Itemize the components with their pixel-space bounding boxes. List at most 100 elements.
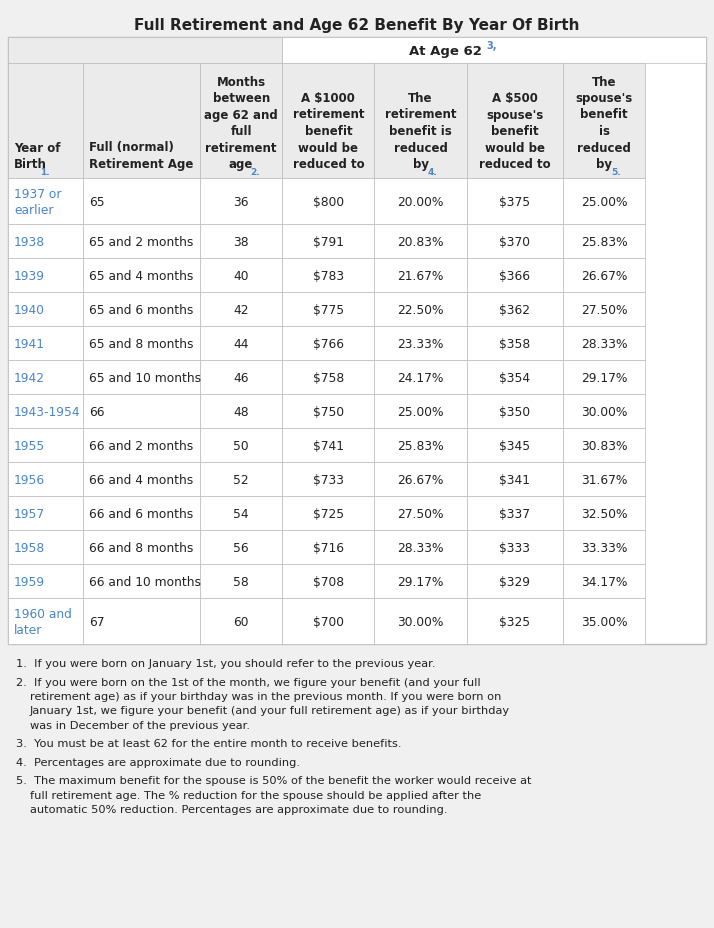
Bar	[83, 361, 200, 394]
Bar	[466, 179, 563, 225]
Text: 4.  Percentages are approximate due to rounding.: 4. Percentages are approximate due to ro…	[16, 757, 300, 767]
Text: 1942: 1942	[14, 371, 45, 384]
Bar	[200, 429, 282, 462]
Bar	[374, 599, 466, 644]
Bar	[200, 327, 282, 361]
Bar	[563, 327, 645, 361]
Bar	[374, 394, 466, 429]
Text: 1937 or
earlier: 1937 or earlier	[14, 187, 61, 216]
Text: $345: $345	[499, 439, 531, 452]
Text: 1955: 1955	[14, 439, 45, 452]
Bar	[374, 564, 466, 599]
Text: 66 and 4 months: 66 and 4 months	[89, 473, 193, 486]
Bar	[466, 225, 563, 259]
Text: $362: $362	[499, 303, 531, 316]
Bar	[466, 531, 563, 564]
Text: 1958: 1958	[14, 541, 45, 554]
Text: 26.67%: 26.67%	[397, 473, 443, 486]
Text: 65 and 10 months: 65 and 10 months	[89, 371, 201, 384]
Text: 1943-1954: 1943-1954	[14, 405, 81, 418]
Text: retirement age) as if your birthday was in the previous month. If you were born : retirement age) as if your birthday was …	[30, 691, 501, 702]
Text: 67: 67	[89, 615, 104, 628]
Text: $783: $783	[313, 269, 344, 282]
Bar	[8, 462, 83, 496]
Bar	[466, 462, 563, 496]
Text: A $1000
retirement
benefit
would be
reduced to: A $1000 retirement benefit would be redu…	[293, 92, 364, 171]
Text: 1938: 1938	[14, 235, 45, 248]
Text: $800: $800	[313, 195, 344, 208]
Bar	[8, 225, 83, 259]
Text: 1957: 1957	[14, 507, 45, 520]
Text: $333: $333	[499, 541, 531, 554]
Text: 65 and 4 months: 65 and 4 months	[89, 269, 193, 282]
Text: Full (normal)
Retirement Age: Full (normal) Retirement Age	[89, 141, 193, 171]
Bar	[200, 564, 282, 599]
Text: 5.: 5.	[611, 168, 620, 177]
Text: $708: $708	[313, 574, 344, 587]
Bar	[83, 292, 200, 327]
Text: 1939: 1939	[14, 269, 45, 282]
Text: $791: $791	[313, 235, 344, 248]
Bar	[83, 599, 200, 644]
Bar	[83, 496, 200, 531]
Text: At Age 62: At Age 62	[408, 45, 486, 58]
Text: 38: 38	[233, 235, 249, 248]
Text: Year of
Birth: Year of Birth	[14, 141, 61, 171]
Bar	[200, 292, 282, 327]
Bar	[466, 496, 563, 531]
Text: 27.50%: 27.50%	[397, 507, 444, 520]
Text: $366: $366	[499, 269, 531, 282]
Text: $341: $341	[499, 473, 531, 486]
Bar	[83, 259, 200, 292]
Bar	[466, 429, 563, 462]
Text: 52: 52	[233, 473, 249, 486]
Text: 28.33%: 28.33%	[581, 337, 628, 350]
Text: full retirement age. The % reduction for the spouse should be applied after the: full retirement age. The % reduction for…	[30, 790, 481, 800]
Bar	[282, 64, 374, 179]
Text: $350: $350	[499, 405, 531, 418]
Bar	[83, 429, 200, 462]
Text: $750: $750	[313, 405, 344, 418]
Bar	[374, 327, 466, 361]
Bar	[8, 292, 83, 327]
Bar	[8, 564, 83, 599]
Text: 1960 and
later: 1960 and later	[14, 607, 72, 636]
Text: $716: $716	[313, 541, 344, 554]
Text: 25.00%: 25.00%	[397, 405, 444, 418]
Bar	[83, 225, 200, 259]
Bar	[374, 531, 466, 564]
Text: 66 and 10 months: 66 and 10 months	[89, 574, 201, 587]
Bar	[200, 225, 282, 259]
Text: 29.17%: 29.17%	[581, 371, 628, 384]
Text: 65: 65	[89, 195, 104, 208]
Text: 30.83%: 30.83%	[581, 439, 628, 452]
Bar	[83, 179, 200, 225]
Bar	[83, 327, 200, 361]
Text: 31.67%: 31.67%	[581, 473, 628, 486]
Text: The
retirement
benefit is
reduced
by: The retirement benefit is reduced by	[385, 92, 456, 171]
Text: 44: 44	[233, 337, 249, 350]
Text: $337: $337	[499, 507, 531, 520]
Bar	[374, 361, 466, 394]
Bar	[200, 64, 282, 179]
Bar	[282, 292, 374, 327]
Text: January 1st, we figure your benefit (and your full retirement age) as if your bi: January 1st, we figure your benefit (and…	[30, 705, 510, 715]
Bar	[282, 259, 374, 292]
Text: The
spouse's
benefit
is
reduced
by: The spouse's benefit is reduced by	[575, 75, 633, 171]
Bar	[200, 599, 282, 644]
Text: 1.  If you were born on January 1st, you should refer to the previous year.: 1. If you were born on January 1st, you …	[16, 658, 436, 668]
Bar	[8, 64, 83, 179]
Bar	[282, 564, 374, 599]
Bar	[282, 327, 374, 361]
Text: 3,: 3,	[486, 41, 497, 51]
Text: $354: $354	[499, 371, 531, 384]
Bar	[466, 361, 563, 394]
Text: 1959: 1959	[14, 574, 45, 587]
Bar	[563, 496, 645, 531]
Bar	[200, 462, 282, 496]
Text: 28.33%: 28.33%	[397, 541, 444, 554]
Bar	[8, 599, 83, 644]
Text: 30.00%: 30.00%	[397, 615, 443, 628]
Text: 1940: 1940	[14, 303, 45, 316]
Text: $370: $370	[499, 235, 531, 248]
